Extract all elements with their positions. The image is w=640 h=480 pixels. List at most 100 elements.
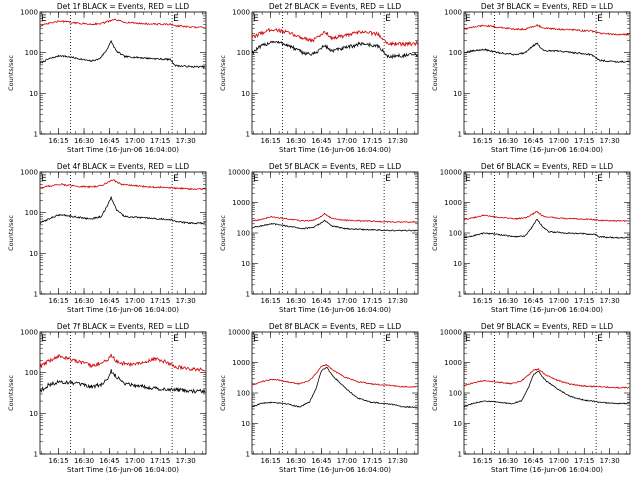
x-tick-label: 16:30 [74, 297, 94, 305]
x-tick-label: 17:00 [125, 297, 145, 305]
x-tick-label: 17:30 [600, 137, 620, 145]
events-series-line [251, 366, 418, 409]
y-axis-label: Counts/sec [7, 215, 15, 251]
plot-frame [251, 171, 419, 295]
y-tick-label: 1 [34, 131, 38, 139]
plot-frame [39, 11, 207, 135]
y-axis-label: Counts/sec [431, 55, 439, 91]
lld-series-line [251, 212, 418, 224]
chart-panel-9: Det 9f BLACK = Events, RED = LLD 1 10 100 10… [431, 322, 631, 474]
x-tick-label: 16:30 [74, 457, 94, 465]
interval-marker: E [253, 334, 259, 344]
x-tick-label: 17:00 [549, 297, 569, 305]
x-axis-label: Start Time (16-Jun-06 16:04:00) [279, 306, 391, 314]
chart-title: Det 5f BLACK = Events, RED = LLD [269, 162, 402, 171]
y-tick-label: 1000 [20, 169, 38, 177]
y-tick-label: 10000 [228, 169, 250, 177]
interval-marker: E [173, 334, 179, 344]
x-axis-label: Start Time (16-Jun-06 16:04:00) [67, 466, 179, 474]
x-tick-label: 17:00 [549, 137, 569, 145]
x-tick-label: 16:30 [498, 457, 518, 465]
lld-series-line [39, 353, 206, 373]
y-tick-label: 1 [34, 451, 38, 459]
x-axis-label: Start Time (16-Jun-06 16:04:00) [491, 146, 603, 154]
x-tick-label: 16:45 [99, 137, 119, 145]
x-tick-label: 17:30 [600, 457, 620, 465]
x-tick-label: 17:30 [388, 297, 408, 305]
y-tick-label: 1 [246, 451, 250, 459]
x-tick-label: 17:00 [549, 457, 569, 465]
x-tick-label: 16:15 [473, 137, 493, 145]
lld-series-line [463, 211, 630, 222]
chart-title: Det 2f BLACK = Events, RED = LLD [269, 2, 402, 11]
x-tick-label: 17:30 [600, 297, 620, 305]
lld-series-line [251, 27, 418, 48]
x-tick-label: 16:45 [523, 457, 543, 465]
plot-frame [251, 331, 419, 455]
x-tick-label: 16:15 [261, 137, 281, 145]
x-tick-label: 17:30 [176, 137, 196, 145]
chart-panel-5: Det 5f BLACK = Events, RED = LLD 1 10 100 10… [219, 162, 419, 314]
y-tick-label: 1 [246, 131, 250, 139]
y-tick-label: 100 [237, 390, 250, 398]
interval-marker: E [597, 174, 603, 184]
x-tick-label: 16:15 [473, 297, 493, 305]
x-tick-label: 16:30 [498, 297, 518, 305]
chart-panel-3: Det 3f BLACK = Events, RED = LLD 1 10 100 10… [431, 2, 631, 154]
x-tick-label: 16:30 [498, 137, 518, 145]
chart-panel-8: Det 8f BLACK = Events, RED = LLD 1 10 100 10… [219, 322, 419, 474]
y-tick-label: 1 [34, 291, 38, 299]
plot-frame [39, 171, 207, 295]
x-tick-label: 17:30 [176, 297, 196, 305]
y-tick-label: 1000 [232, 9, 250, 17]
x-tick-label: 16:15 [261, 457, 281, 465]
x-tick-label: 17:15 [574, 457, 594, 465]
plot-frame [39, 331, 207, 455]
interval-marker: E [41, 14, 47, 24]
x-tick-label: 17:15 [150, 137, 170, 145]
y-tick-label: 1000 [20, 329, 38, 337]
y-tick-label: 1 [458, 451, 462, 459]
x-tick-label: 16:30 [286, 457, 306, 465]
y-axis-label: Counts/sec [219, 215, 227, 251]
y-axis-label: Counts/sec [7, 55, 15, 91]
x-axis-label: Start Time (16-Jun-06 16:04:00) [491, 306, 603, 314]
y-tick-label: 10000 [440, 169, 462, 177]
x-tick-label: 16:15 [473, 457, 493, 465]
lld-series-line [39, 18, 206, 29]
y-tick-label: 10 [241, 420, 250, 428]
x-tick-label: 16:30 [74, 137, 94, 145]
chart-title: Det 9f BLACK = Events, RED = LLD [481, 322, 614, 331]
plot-frame [463, 11, 631, 135]
y-tick-label: 100 [25, 209, 38, 217]
y-axis-label: Counts/sec [219, 375, 227, 411]
chart-title: Det 1f BLACK = Events, RED = LLD [57, 2, 190, 11]
y-axis-label: Counts/sec [431, 375, 439, 411]
y-tick-label: 10000 [228, 329, 250, 337]
y-tick-label: 1000 [232, 199, 250, 207]
y-tick-label: 100 [449, 390, 462, 398]
x-tick-label: 16:30 [286, 297, 306, 305]
chart-panel-1: Det 1f BLACK = Events, RED = LLD 1 10 100 10… [7, 2, 207, 154]
interval-marker: E [173, 14, 179, 24]
events-series-line [39, 39, 206, 69]
x-axis-label: Start Time (16-Jun-06 16:04:00) [67, 146, 179, 154]
y-tick-label: 1000 [444, 359, 462, 367]
y-tick-label: 1000 [444, 199, 462, 207]
events-series-line [251, 219, 418, 232]
y-tick-label: 100 [449, 230, 462, 238]
x-tick-label: 16:45 [99, 297, 119, 305]
x-tick-label: 17:15 [574, 137, 594, 145]
interval-marker: E [41, 334, 47, 344]
interval-marker: E [253, 14, 259, 24]
y-axis-label: Counts/sec [431, 215, 439, 251]
y-tick-label: 1 [458, 291, 462, 299]
chart-panel-4: Det 4f BLACK = Events, RED = LLD 1 10 100 10… [7, 162, 207, 314]
chart-panel-2: Det 2f BLACK = Events, RED = LLD 1 10 100 10… [219, 2, 419, 154]
chart-title: Det 4f BLACK = Events, RED = LLD [57, 162, 190, 171]
events-series-line [463, 370, 630, 408]
x-tick-label: 16:45 [311, 297, 331, 305]
chart-title: Det 7f BLACK = Events, RED = LLD [57, 322, 190, 331]
interval-marker: E [385, 174, 391, 184]
